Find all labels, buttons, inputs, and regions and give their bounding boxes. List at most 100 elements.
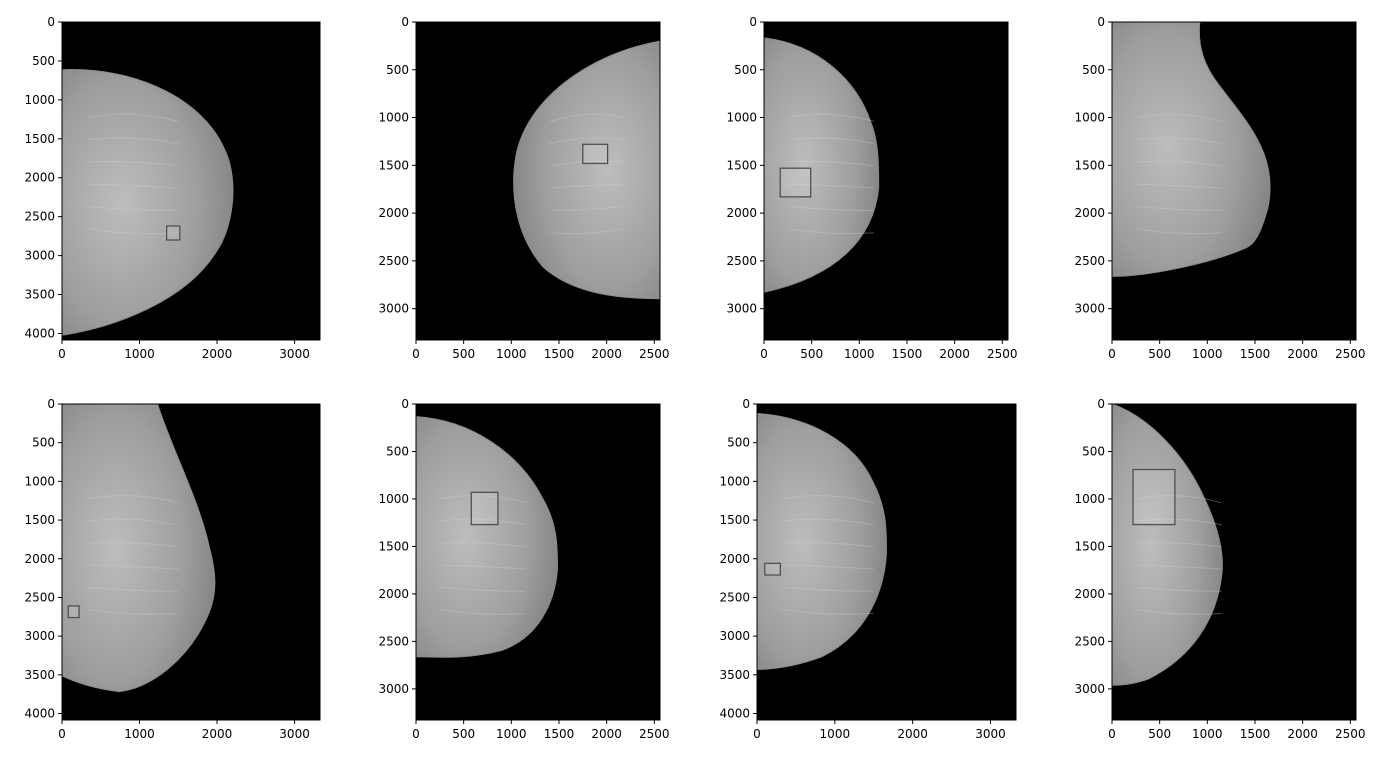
y-tick-label: 1000 bbox=[378, 111, 409, 125]
x-tick-label: 1000 bbox=[124, 727, 155, 741]
x-tick-label: 0 bbox=[412, 727, 420, 741]
mammogram-panel-5: 0 1000 2000 3000 0 500 1000 1500 2000 2500 3000 350… bbox=[24, 397, 320, 741]
x-tick-label: 2500 bbox=[1335, 727, 1366, 741]
y-tick-label: 500 bbox=[727, 436, 750, 450]
y-tick-label: 0 bbox=[401, 397, 409, 411]
y-tick-label: 1500 bbox=[378, 539, 409, 553]
annotation-box bbox=[583, 144, 608, 163]
x-tick-label: 0 bbox=[1108, 347, 1116, 361]
x-tick-label: 1000 bbox=[496, 347, 527, 361]
y-tick-label: 2500 bbox=[726, 254, 757, 268]
x-tick-label: 3000 bbox=[975, 727, 1006, 741]
x-tick-label: 2000 bbox=[202, 727, 233, 741]
y-tick-label: 3000 bbox=[726, 302, 757, 316]
mammogram-panel-6: 0 500 1000 1500 2000 250005001000150020002500… bbox=[378, 397, 669, 741]
y-tick-label: 2000 bbox=[726, 206, 757, 220]
x-tick-label: 0 bbox=[1108, 727, 1116, 741]
x-tick-label: 2000 bbox=[897, 727, 928, 741]
mammogram-panel-8: 0 500 1000 1500 2000 250005001000150020002500… bbox=[1074, 397, 1365, 741]
y-tick-label: 2500 bbox=[24, 590, 55, 604]
y-tick-label: 1000 bbox=[726, 111, 757, 125]
x-tick-label: 500 bbox=[452, 727, 475, 741]
y-tick-label: 2500 bbox=[1074, 254, 1105, 268]
x-tick-label: 500 bbox=[452, 347, 475, 361]
y-tick-label: 1000 bbox=[1074, 111, 1105, 125]
x-tick-label: 0 bbox=[58, 727, 66, 741]
y-tick-label: 4000 bbox=[719, 707, 750, 721]
x-tick-label: 1000 bbox=[844, 347, 875, 361]
annotation-box bbox=[780, 168, 811, 197]
y-tick-label: 4000 bbox=[24, 326, 55, 340]
x-tick-label: 1000 bbox=[1192, 347, 1223, 361]
x-tick-label: 1500 bbox=[544, 727, 575, 741]
y-tick-label: 1500 bbox=[378, 158, 409, 172]
y-tick-label: 1000 bbox=[378, 492, 409, 506]
y-tick-label: 0 bbox=[1097, 397, 1105, 411]
y-tick-label: 1000 bbox=[1074, 492, 1105, 506]
y-tick-label: 0 bbox=[47, 15, 55, 29]
x-tick-label: 2000 bbox=[1287, 727, 1318, 741]
y-tick-label: 3000 bbox=[378, 302, 409, 316]
y-tick-label: 500 bbox=[386, 63, 409, 77]
y-tick-label: 1500 bbox=[719, 513, 750, 527]
x-tick-label: 1000 bbox=[1192, 727, 1223, 741]
y-tick-label: 0 bbox=[401, 15, 409, 29]
x-tick-label: 1500 bbox=[892, 347, 923, 361]
y-tick-label: 3000 bbox=[378, 682, 409, 696]
y-tick-label: 1000 bbox=[24, 474, 55, 488]
annotation-box bbox=[1133, 470, 1175, 525]
y-tick-label: 2000 bbox=[719, 552, 750, 566]
y-tick-label: 2000 bbox=[378, 206, 409, 220]
x-tick-label: 1500 bbox=[544, 347, 575, 361]
x-tick-label: 2000 bbox=[939, 347, 970, 361]
x-tick-label: 0 bbox=[412, 347, 420, 361]
y-tick-label: 3500 bbox=[719, 668, 750, 682]
y-tick-label: 0 bbox=[742, 397, 750, 411]
y-tick-label: 2000 bbox=[378, 587, 409, 601]
y-tick-label: 3000 bbox=[1074, 302, 1105, 316]
mammogram-panel-1: 0 1000 2000 3000050010001500200025003000350… bbox=[24, 15, 320, 361]
x-tick-label: 2500 bbox=[987, 347, 1018, 361]
y-tick-label: 2000 bbox=[24, 552, 55, 566]
y-tick-label: 1500 bbox=[24, 513, 55, 527]
x-tick-label: 500 bbox=[1148, 347, 1171, 361]
x-tick-label: 0 bbox=[753, 727, 761, 741]
x-tick-label: 500 bbox=[800, 347, 823, 361]
y-tick-label: 4000 bbox=[24, 707, 55, 721]
x-tick-label: 1000 bbox=[820, 727, 851, 741]
y-tick-label: 2000 bbox=[1074, 206, 1105, 220]
x-tick-label: 3000 bbox=[279, 727, 310, 741]
y-tick-label: 0 bbox=[1097, 15, 1105, 29]
y-tick-label: 500 bbox=[32, 54, 55, 68]
y-tick-label: 1500 bbox=[1074, 158, 1105, 172]
y-tick-label: 1000 bbox=[24, 93, 55, 107]
y-tick-label: 2500 bbox=[24, 210, 55, 224]
y-tick-label: 2500 bbox=[1074, 634, 1105, 648]
x-tick-label: 0 bbox=[58, 347, 66, 361]
y-tick-label: 500 bbox=[386, 444, 409, 458]
annotation-box bbox=[765, 563, 781, 575]
y-tick-label: 3000 bbox=[24, 249, 55, 263]
y-tick-label: 0 bbox=[47, 397, 55, 411]
y-tick-label: 2500 bbox=[719, 590, 750, 604]
x-tick-label: 3000 bbox=[279, 347, 310, 361]
x-tick-label: 2000 bbox=[591, 727, 622, 741]
x-tick-label: 2000 bbox=[591, 347, 622, 361]
mammogram-panel-7: 0 1000 2000 3000050010001500200025003000350… bbox=[719, 397, 1016, 741]
y-tick-label: 0 bbox=[749, 15, 757, 29]
y-tick-label: 1500 bbox=[1074, 539, 1105, 553]
x-tick-label: 2000 bbox=[1287, 347, 1318, 361]
y-tick-label: 500 bbox=[1082, 444, 1105, 458]
y-tick-label: 3000 bbox=[24, 629, 55, 643]
x-tick-label: 1500 bbox=[1240, 727, 1271, 741]
mammogram-panel-3: 0 500 1000 1500 2000 2500 0 500 1000 1500 2000 2500… bbox=[726, 15, 1017, 361]
mammogram-panel-2: 0 500 1000 1500 2000 250005001000150020002500… bbox=[378, 15, 669, 361]
y-tick-label: 500 bbox=[734, 63, 757, 77]
y-tick-label: 2500 bbox=[378, 634, 409, 648]
x-tick-label: 1500 bbox=[1240, 347, 1271, 361]
y-tick-label: 3500 bbox=[24, 668, 55, 682]
mammogram-panel-4: 0 500 1000 1500 2000 2500 0 500 1000 1500 2000 2500… bbox=[1074, 15, 1365, 361]
x-tick-label: 1000 bbox=[496, 727, 527, 741]
x-tick-label: 500 bbox=[1148, 727, 1171, 741]
